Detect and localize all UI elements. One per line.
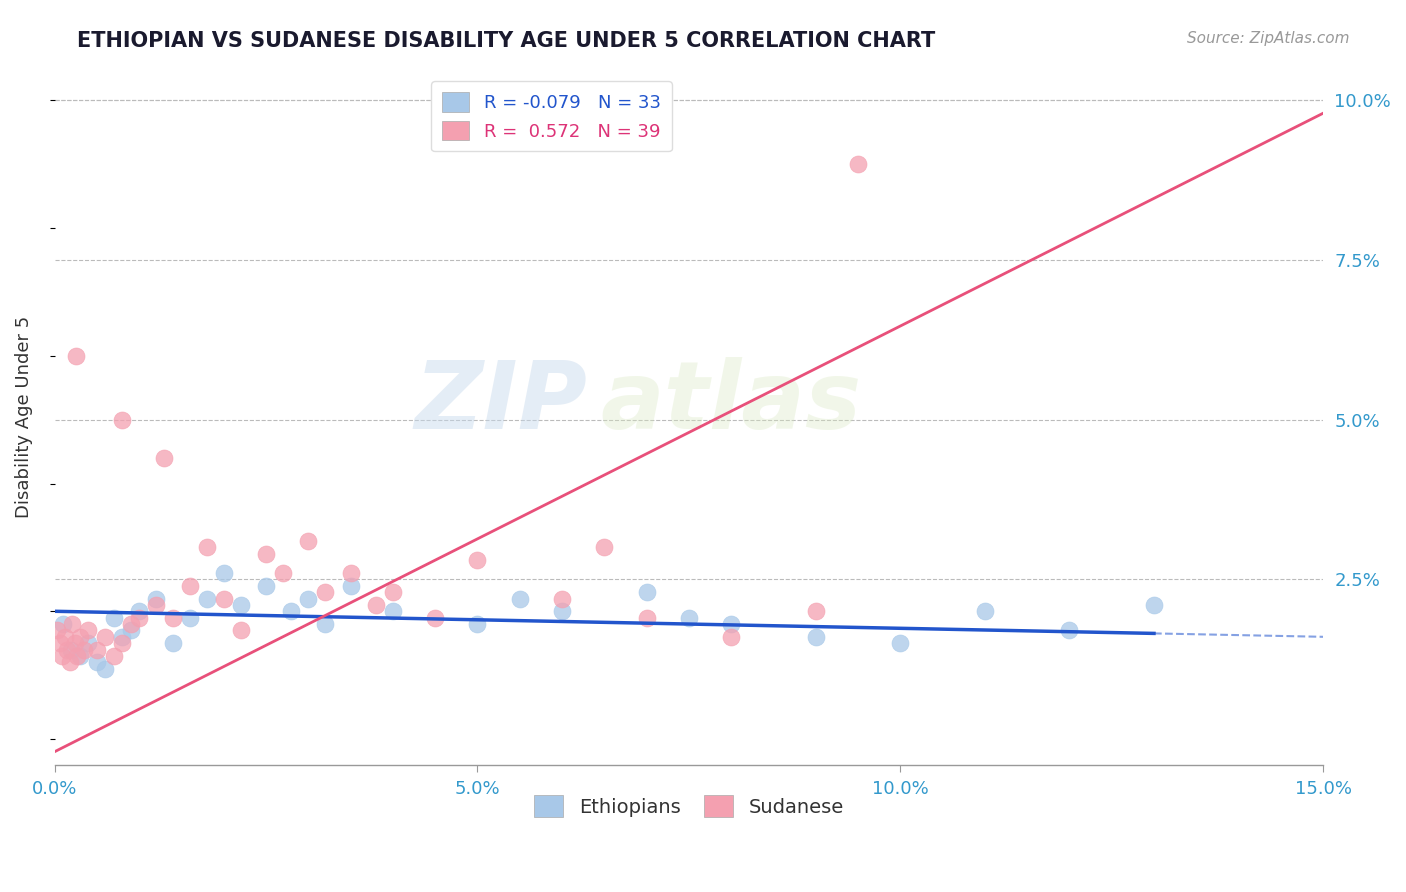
- Point: [179, 579, 201, 593]
- Point: [467, 553, 489, 567]
- Point: [86, 642, 108, 657]
- Point: [73, 642, 96, 657]
- Point: [145, 598, 167, 612]
- Point: [179, 610, 201, 624]
- Point: [77, 624, 100, 638]
- Point: [804, 604, 827, 618]
- Point: [69, 648, 91, 663]
- Point: [120, 624, 142, 638]
- Point: [423, 610, 446, 624]
- Point: [60, 642, 83, 657]
- Point: [51, 648, 73, 663]
- Text: atlas: atlas: [600, 357, 862, 449]
- Point: [551, 604, 574, 618]
- Point: [364, 598, 387, 612]
- Point: [636, 585, 658, 599]
- Point: [128, 604, 150, 618]
- Point: [254, 547, 277, 561]
- Y-axis label: Disability Age Under 5: Disability Age Under 5: [15, 316, 32, 517]
- Point: [509, 591, 531, 606]
- Point: [593, 541, 616, 555]
- Point: [48, 636, 70, 650]
- Point: [1143, 598, 1166, 612]
- Point: [94, 662, 117, 676]
- Point: [94, 630, 117, 644]
- Point: [56, 642, 79, 657]
- Point: [339, 566, 361, 580]
- Point: [381, 585, 404, 599]
- Point: [59, 656, 82, 670]
- Point: [254, 579, 277, 593]
- Point: [212, 566, 235, 580]
- Point: [63, 636, 86, 650]
- Point: [69, 630, 91, 644]
- Point: [77, 636, 100, 650]
- Point: [297, 591, 319, 606]
- Point: [153, 450, 176, 465]
- Point: [162, 636, 184, 650]
- Point: [229, 624, 252, 638]
- Point: [46, 624, 69, 638]
- Point: [297, 534, 319, 549]
- Point: [973, 604, 995, 618]
- Point: [636, 610, 658, 624]
- Point: [1059, 624, 1081, 638]
- Point: [60, 617, 83, 632]
- Point: [271, 566, 294, 580]
- Point: [53, 630, 76, 644]
- Point: [381, 604, 404, 618]
- Point: [720, 617, 742, 632]
- Point: [145, 591, 167, 606]
- Point: [229, 598, 252, 612]
- Point: [52, 617, 75, 632]
- Point: [120, 617, 142, 632]
- Point: [86, 656, 108, 670]
- Point: [314, 617, 336, 632]
- Text: ZIP: ZIP: [415, 357, 588, 449]
- Point: [128, 610, 150, 624]
- Point: [551, 591, 574, 606]
- Point: [111, 636, 134, 650]
- Point: [65, 349, 87, 363]
- Point: [195, 591, 218, 606]
- Point: [280, 604, 302, 618]
- Text: ETHIOPIAN VS SUDANESE DISABILITY AGE UNDER 5 CORRELATION CHART: ETHIOPIAN VS SUDANESE DISABILITY AGE UND…: [77, 31, 935, 51]
- Point: [846, 157, 869, 171]
- Point: [467, 617, 489, 632]
- Point: [195, 541, 218, 555]
- Point: [314, 585, 336, 599]
- Point: [111, 413, 134, 427]
- Point: [889, 636, 911, 650]
- Point: [720, 630, 742, 644]
- Point: [339, 579, 361, 593]
- Point: [103, 610, 125, 624]
- Point: [66, 648, 89, 663]
- Legend: Ethiopians, Sudanese: Ethiopians, Sudanese: [526, 788, 852, 824]
- Point: [212, 591, 235, 606]
- Point: [162, 610, 184, 624]
- Point: [678, 610, 700, 624]
- Point: [103, 648, 125, 663]
- Text: Source: ZipAtlas.com: Source: ZipAtlas.com: [1187, 31, 1350, 46]
- Point: [111, 630, 134, 644]
- Point: [804, 630, 827, 644]
